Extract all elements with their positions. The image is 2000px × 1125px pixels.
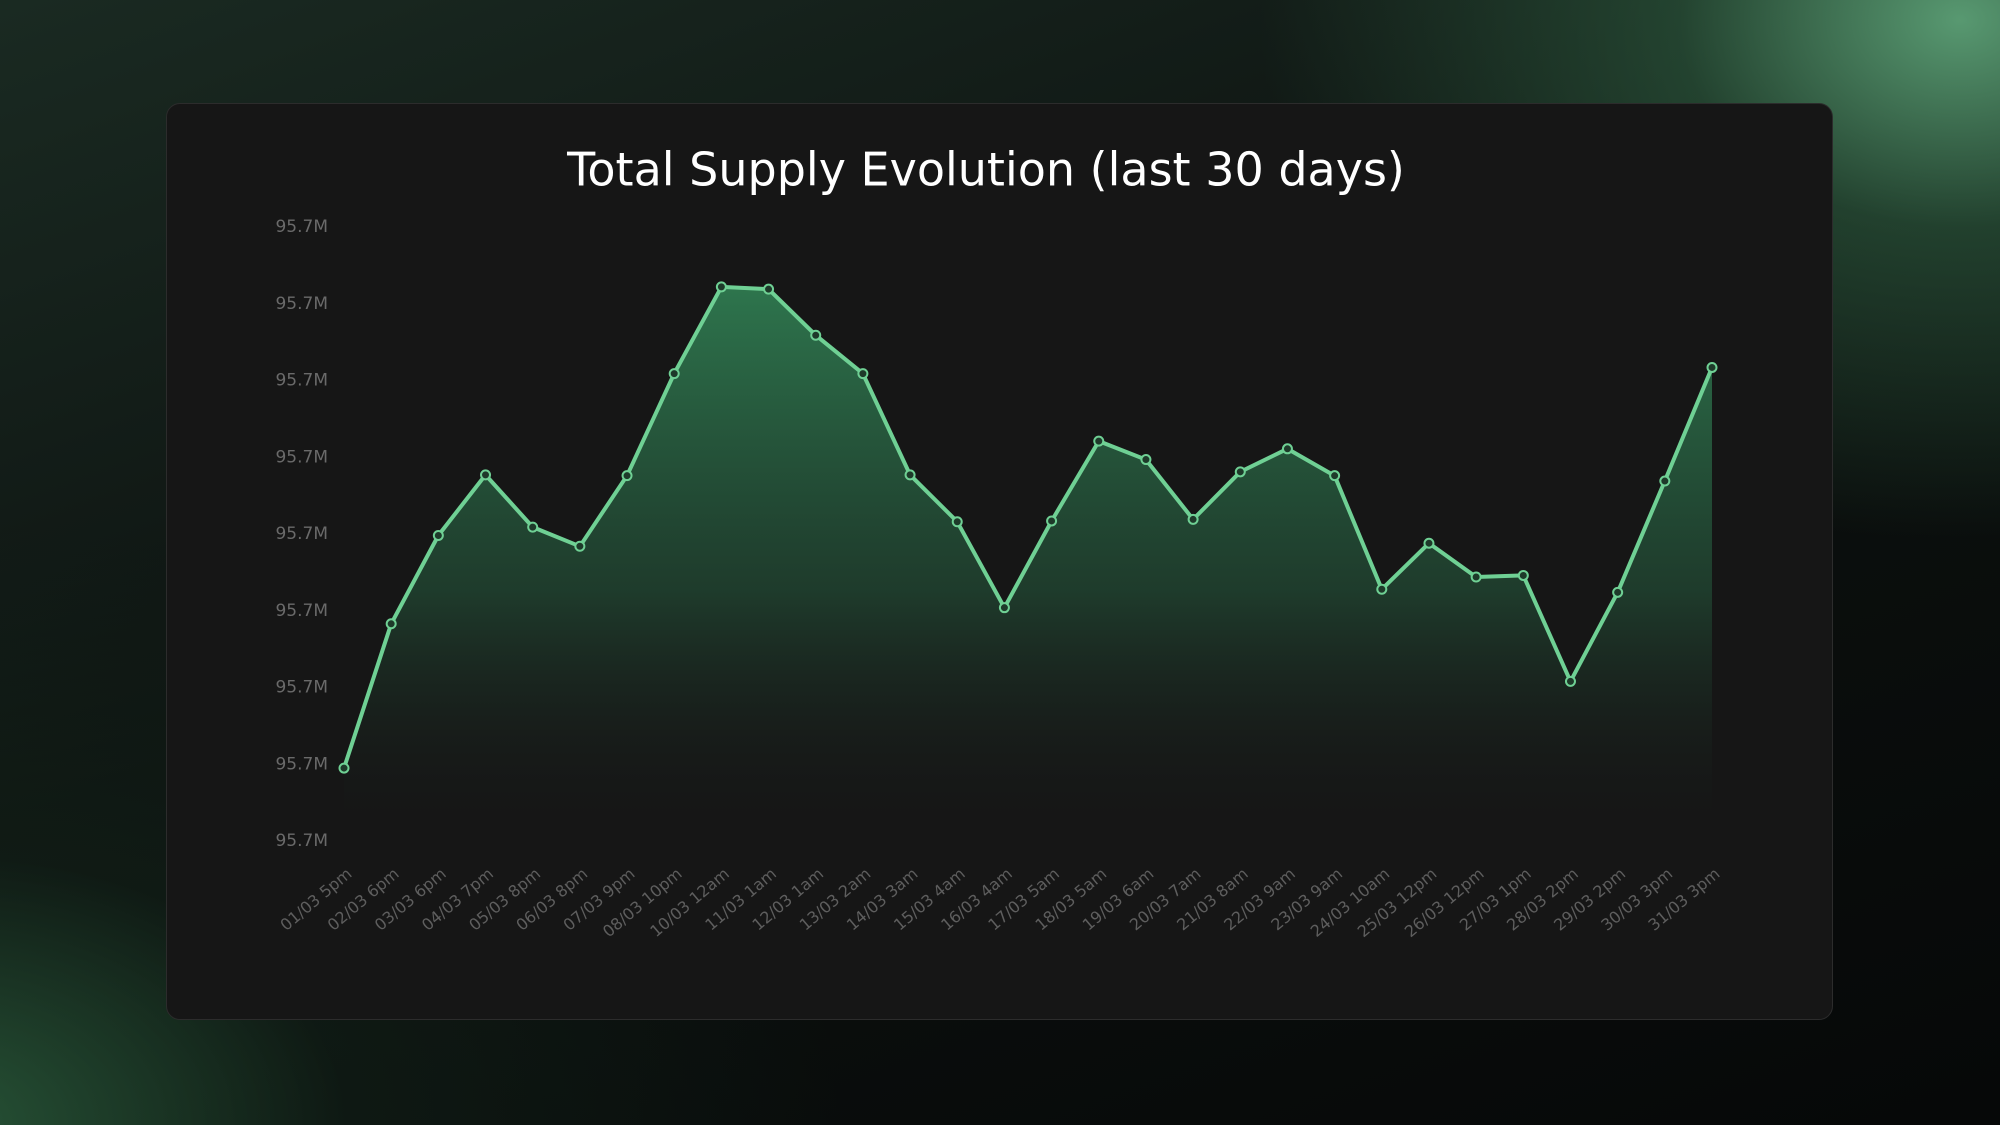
y-tick-label: 95.7M <box>275 217 328 237</box>
y-tick-label: 95.7M <box>275 601 328 621</box>
point <box>951 516 963 528</box>
point <box>715 281 727 293</box>
area-fill <box>344 286 1712 841</box>
y-tick-label: 95.7M <box>275 831 328 851</box>
point <box>621 470 633 482</box>
y-tick-label: 95.7M <box>275 754 328 774</box>
y-tick-label: 95.7M <box>275 371 328 391</box>
point <box>480 469 492 481</box>
point <box>1187 513 1199 525</box>
point <box>763 283 775 295</box>
point <box>1329 470 1341 482</box>
point <box>1046 515 1058 527</box>
chart-title: Total Supply Evolution (last 30 days) <box>566 143 1405 197</box>
y-tick-label: 95.7M <box>275 678 328 698</box>
point <box>998 602 1010 614</box>
point <box>1612 586 1624 598</box>
point <box>1093 435 1105 447</box>
point <box>1140 454 1152 466</box>
point <box>1470 571 1482 583</box>
point <box>904 469 916 481</box>
point <box>338 762 350 774</box>
line <box>342 284 1714 769</box>
point <box>1281 443 1293 455</box>
point <box>574 540 586 552</box>
point <box>810 329 822 341</box>
point <box>385 618 397 630</box>
point <box>1423 537 1435 549</box>
point <box>432 530 444 542</box>
y-tick-label: 95.7M <box>275 447 328 467</box>
point <box>1706 361 1718 373</box>
point <box>1659 475 1671 487</box>
y-tick-label: 95.7M <box>275 294 328 314</box>
y-tick-label: 95.7M <box>275 524 328 544</box>
point <box>1376 583 1388 595</box>
point <box>1564 675 1576 687</box>
point <box>857 368 869 380</box>
point <box>1517 569 1529 581</box>
point <box>527 521 539 533</box>
point <box>1234 466 1246 478</box>
point <box>668 368 680 380</box>
